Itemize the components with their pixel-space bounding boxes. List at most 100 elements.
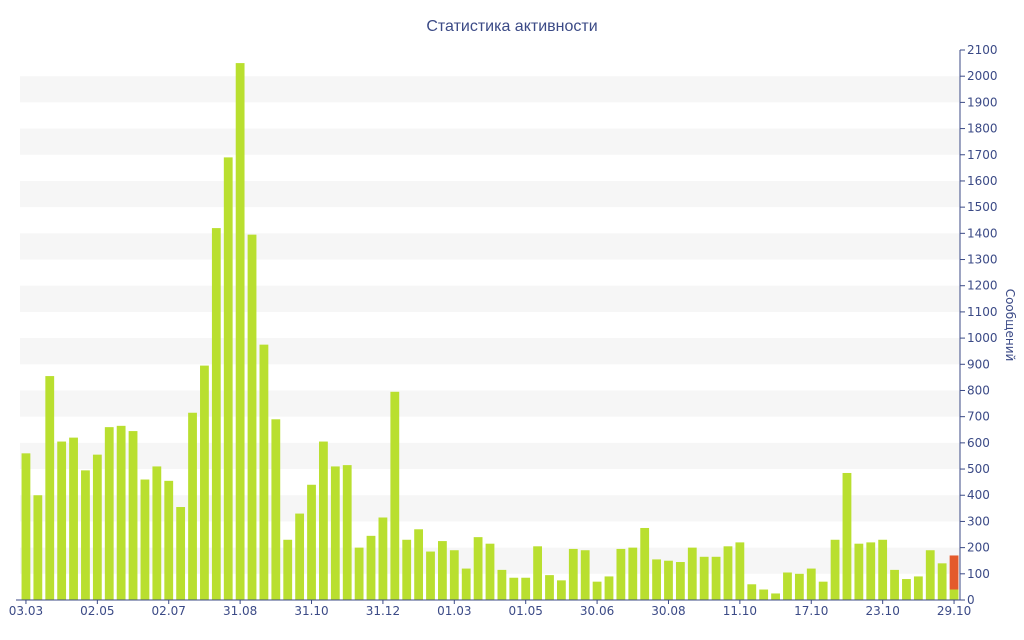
bar bbox=[247, 234, 257, 600]
bar bbox=[390, 391, 400, 600]
y-axis: 0 100 200 300 400 500 600 700 800 900 1000 1100 1200… bbox=[959, 43, 998, 607]
bar bbox=[771, 593, 780, 600]
bar bbox=[509, 577, 519, 600]
grid-band bbox=[20, 76, 960, 103]
y-tick-label: 1300 bbox=[967, 253, 998, 267]
x-tick-label: 01.05 bbox=[509, 604, 543, 618]
bar bbox=[616, 548, 626, 600]
bar bbox=[675, 562, 685, 600]
bar bbox=[223, 157, 233, 600]
bar bbox=[188, 412, 197, 600]
bar bbox=[461, 568, 471, 600]
bar bbox=[330, 466, 340, 600]
grid-band bbox=[20, 338, 960, 365]
bar bbox=[92, 454, 102, 600]
bar bbox=[57, 441, 67, 600]
x-tick-label: 11.10 bbox=[723, 604, 757, 618]
y-tick-label: 2000 bbox=[967, 69, 998, 83]
bar bbox=[794, 573, 804, 600]
bar bbox=[366, 535, 376, 600]
bar bbox=[81, 470, 90, 600]
bar bbox=[104, 427, 114, 600]
bar bbox=[200, 365, 209, 600]
y-tick-label: 600 bbox=[967, 436, 990, 450]
y-tick-label: 1700 bbox=[967, 148, 998, 162]
y-tick-label: 0 bbox=[967, 593, 975, 607]
x-tick-label: 23.10 bbox=[865, 604, 899, 618]
bar bbox=[414, 529, 424, 600]
x-tick-label: 31.10 bbox=[294, 604, 328, 618]
bar bbox=[937, 563, 947, 600]
bar bbox=[545, 575, 554, 600]
x-tick-label: 30.06 bbox=[580, 604, 614, 618]
bar bbox=[604, 576, 614, 600]
y-tick-label: 200 bbox=[967, 541, 990, 555]
bar bbox=[783, 572, 792, 600]
bar bbox=[925, 550, 935, 600]
x-tick-label: 31.12 bbox=[366, 604, 400, 618]
y-tick-label: 400 bbox=[967, 488, 990, 502]
bar bbox=[378, 517, 388, 600]
y-tick-label: 900 bbox=[967, 357, 990, 371]
bar bbox=[878, 539, 888, 600]
bar bbox=[533, 546, 542, 600]
y-tick-label: 300 bbox=[967, 514, 990, 528]
bar bbox=[426, 551, 435, 600]
bar bbox=[152, 466, 162, 600]
bar bbox=[699, 556, 709, 600]
bar bbox=[211, 228, 221, 600]
y-tick-label: 1100 bbox=[967, 305, 998, 319]
bar bbox=[497, 569, 507, 600]
y-tick-label: 1000 bbox=[967, 331, 998, 345]
x-tick-label: 17.10 bbox=[794, 604, 828, 618]
bar bbox=[438, 541, 447, 600]
bar bbox=[711, 556, 721, 600]
bar-highlight bbox=[949, 555, 959, 590]
bar bbox=[628, 547, 638, 600]
x-axis: 03.03 02.05 02.07 31.08 31.10 31.12 01.03 01.05… bbox=[9, 599, 971, 618]
bar bbox=[235, 63, 245, 601]
bar bbox=[759, 589, 769, 600]
bar bbox=[485, 543, 495, 600]
bar bbox=[854, 543, 864, 600]
bar bbox=[723, 546, 733, 600]
y-tick-label: 800 bbox=[967, 383, 990, 397]
bar bbox=[295, 513, 305, 600]
x-tick-label: 02.05 bbox=[80, 604, 114, 618]
bar bbox=[830, 539, 840, 600]
bar bbox=[176, 507, 186, 600]
y-tick-label: 1900 bbox=[967, 95, 998, 109]
bar bbox=[69, 437, 78, 600]
bar bbox=[806, 568, 816, 600]
bar bbox=[449, 550, 459, 600]
bar bbox=[342, 465, 352, 600]
grid-band bbox=[20, 233, 960, 260]
bar bbox=[890, 569, 899, 600]
bar bbox=[568, 548, 578, 600]
grid-bands bbox=[20, 76, 960, 574]
bar bbox=[866, 542, 876, 600]
y-axis-label: Сообщений bbox=[1003, 289, 1017, 362]
x-tick-label: 29.10 bbox=[937, 604, 971, 618]
grid-band bbox=[20, 285, 960, 312]
bar bbox=[354, 547, 364, 600]
bar bbox=[580, 550, 590, 600]
bar bbox=[259, 344, 269, 600]
bar bbox=[473, 537, 483, 600]
grid-band bbox=[20, 128, 960, 155]
bar bbox=[21, 453, 31, 600]
bar bbox=[283, 539, 293, 600]
grid-band bbox=[20, 180, 960, 208]
bar bbox=[687, 547, 697, 600]
bar bbox=[818, 581, 828, 600]
chart-title: Статистика активности bbox=[426, 18, 597, 35]
y-tick-label: 1400 bbox=[967, 226, 998, 240]
y-tick-label: 1600 bbox=[967, 174, 998, 188]
y-tick-label: 1200 bbox=[967, 279, 998, 293]
bar bbox=[592, 581, 602, 600]
bar bbox=[556, 580, 566, 600]
bar bbox=[521, 577, 531, 600]
bar bbox=[45, 376, 55, 600]
bar bbox=[735, 542, 745, 600]
